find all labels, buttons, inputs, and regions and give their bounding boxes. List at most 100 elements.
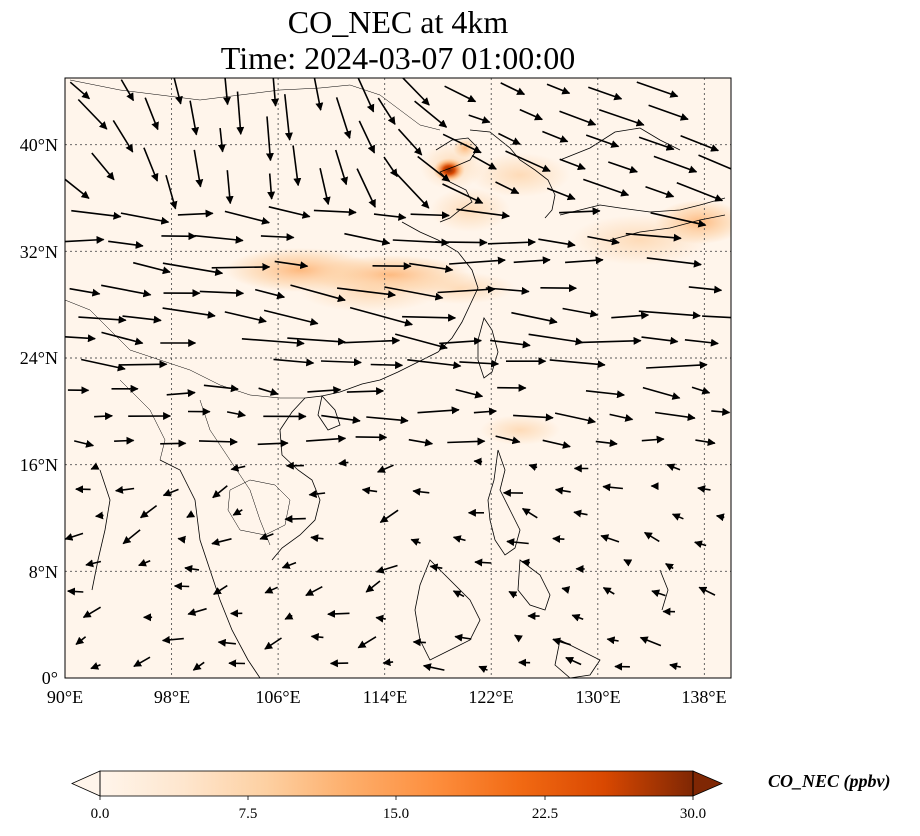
wind-arrow	[69, 287, 101, 297]
wind-arrow	[412, 638, 426, 647]
borders	[65, 79, 441, 546]
wind-arrow	[90, 662, 101, 670]
wind-arrow	[598, 108, 645, 127]
wind-arrow	[224, 311, 267, 324]
wind-arrow	[358, 120, 376, 154]
wind-arrow	[485, 286, 530, 295]
wind-arrow	[213, 584, 228, 595]
wind-arrow	[101, 284, 152, 298]
wind-arrow	[162, 307, 216, 319]
wind-arrow	[417, 155, 451, 183]
wind-arrow	[396, 173, 430, 209]
wind-arrow	[495, 435, 521, 445]
wind-arrow	[85, 559, 102, 568]
wind-arrow	[542, 439, 571, 449]
wind-arrow	[120, 212, 170, 225]
wind-arrow	[549, 359, 606, 369]
wind-arrow	[473, 457, 483, 466]
wind-arrow	[439, 337, 482, 346]
wind-arrow	[69, 81, 91, 100]
wind-arrow	[264, 586, 278, 594]
wind-arrow	[236, 91, 245, 135]
map-subtitle: Time: 2024-03-07 01:00:00	[220, 40, 576, 76]
wind-arrow	[259, 532, 274, 541]
wind-arrow	[715, 513, 725, 522]
wind-arrow	[651, 589, 666, 598]
wind-arrow	[452, 535, 466, 543]
wind-arrow	[444, 85, 477, 103]
wind-arrow	[508, 590, 518, 599]
wind-arrow	[641, 336, 679, 345]
wind-arrow	[437, 285, 496, 294]
wind-arrow	[308, 490, 326, 498]
lon-tick-label: 130°E	[575, 687, 620, 707]
colorbar-frame	[99, 770, 694, 797]
wind-arrow	[193, 149, 204, 188]
wind-arrow	[554, 486, 571, 495]
wind-arrow	[468, 114, 491, 124]
wind-arrow	[384, 286, 444, 301]
wind-arrow	[435, 238, 488, 247]
wind-arrow	[144, 97, 159, 131]
wind-arrow	[565, 656, 582, 666]
wind-arrow	[305, 585, 323, 597]
wind-arrow	[638, 310, 701, 320]
colorbar-tick-label: 22.5	[532, 806, 558, 822]
wind-arrow	[498, 132, 521, 145]
wind-arrow	[75, 636, 87, 646]
wind-arrow	[108, 240, 144, 249]
wind-arrow	[346, 387, 385, 396]
wind-arrow	[595, 439, 618, 448]
wind-arrow	[671, 513, 684, 521]
wind-arrow	[370, 361, 404, 370]
colorbar-tick-label: 30.0	[680, 806, 706, 822]
wind-arrow	[546, 187, 576, 201]
wind-arrow	[373, 212, 407, 221]
wind-arrow	[641, 435, 665, 444]
wind-arrow	[192, 661, 205, 671]
wind-arrow	[313, 208, 357, 217]
wind-arrow	[355, 433, 388, 442]
wind-arrow	[500, 82, 526, 96]
wind-arrow	[112, 119, 134, 153]
wind-arrow	[133, 261, 171, 275]
wind-arrow	[211, 263, 271, 272]
wind-arrow	[429, 563, 443, 572]
wind-arrow	[65, 334, 96, 343]
wind-arrow	[695, 438, 716, 447]
wind-arrow	[401, 78, 430, 106]
wind-arrow	[711, 407, 731, 416]
wind-arrow	[552, 534, 565, 543]
wind-arrow	[490, 339, 531, 349]
wind-arrow	[138, 558, 151, 567]
lon-tick-label: 114°E	[363, 687, 408, 707]
wind-arrow	[319, 168, 331, 206]
wind-arrow	[91, 152, 115, 181]
wind-arrow	[505, 150, 551, 172]
wind-arrow	[94, 412, 113, 421]
wind-arrow	[422, 663, 445, 672]
wind-arrow	[602, 587, 615, 595]
wind-arrow	[375, 614, 386, 623]
wind-arrow	[691, 386, 711, 395]
wind-arrow	[442, 133, 482, 154]
wind-arrow	[273, 358, 315, 367]
wind-arrow	[74, 439, 95, 448]
wind-arrow	[636, 81, 679, 98]
wind-arrow	[307, 386, 342, 395]
wind-arrow	[290, 284, 346, 303]
wind-arrow	[414, 100, 448, 128]
wind-arrow	[606, 636, 619, 645]
wind-arrow	[653, 155, 698, 174]
colorbar-extend-max	[692, 770, 724, 797]
wind-arrow	[184, 564, 200, 573]
gridlines	[65, 78, 731, 678]
wind-arrow	[654, 411, 696, 422]
wind-arrow	[684, 338, 719, 347]
wind-arrow	[284, 94, 293, 141]
wind-arrow	[217, 128, 226, 153]
wind-arrow	[452, 590, 465, 598]
wind-arrow	[454, 633, 472, 642]
lat-tick-label: 40°N	[20, 135, 58, 155]
colorbar-label: CO_NEC (ppbv)	[768, 771, 891, 791]
